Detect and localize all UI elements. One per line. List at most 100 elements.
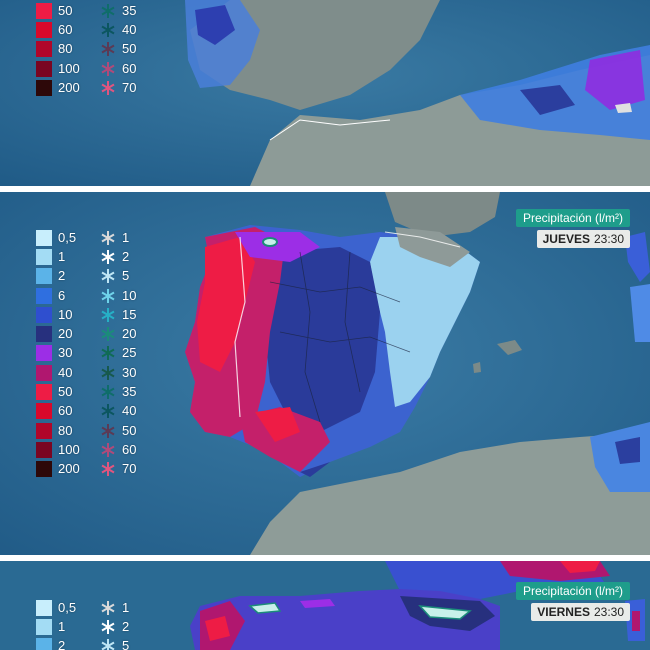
legend-row: 50 (100, 40, 136, 59)
forecast-hour: 23:30 (593, 605, 624, 619)
legend-row: 40 (36, 363, 80, 382)
snowflake-icon (101, 327, 115, 342)
color-swatch (36, 384, 52, 401)
snow-label: 2 (122, 618, 130, 634)
precip-title: Precipitación (l/m²) (515, 209, 630, 227)
legend-row: 60 (36, 20, 80, 39)
precip-label: 50 (58, 384, 73, 400)
precip-label: 0,5 (58, 229, 77, 245)
forecast-time: VIERNES 23:30 (531, 603, 630, 621)
precip-legend-bot: 0,5 1 2 (36, 598, 76, 650)
snowflake-icon (101, 42, 115, 57)
color-swatch (36, 2, 52, 19)
legend-row: 100 (36, 440, 80, 459)
snowflake-icon (101, 269, 115, 284)
forecast-day: VIERNES (537, 605, 590, 619)
precip-label: 60 (58, 403, 73, 419)
color-swatch (36, 618, 52, 635)
snowflake-icon (101, 230, 115, 245)
legend-row: 40 (100, 20, 136, 39)
snow-label: 40 (122, 403, 137, 419)
precip-label: 100 (58, 60, 80, 76)
precip-label: 200 (58, 461, 80, 477)
snow-label: 15 (122, 306, 137, 322)
snowflake-icon (101, 80, 115, 95)
legend-row: 30 (100, 363, 136, 382)
precip-legend-top: 50 60 80 100 200 (36, 1, 80, 97)
snow-label: 35 (122, 2, 137, 18)
legend-row: 25 (100, 344, 136, 363)
color-swatch (36, 229, 52, 246)
snow-label: 70 (122, 79, 137, 95)
precip-label: 2 (58, 268, 66, 284)
snowflake-icon (101, 22, 115, 37)
color-swatch (36, 268, 52, 285)
legend-row: 10 (36, 305, 80, 324)
legend-row: 5 (100, 637, 129, 650)
snow-label: 60 (122, 441, 137, 457)
color-swatch (36, 599, 52, 616)
snowflake-icon (101, 307, 115, 322)
legend-row: 70 (100, 78, 136, 97)
legend-row: 5 (100, 267, 136, 286)
legend-row: 60 (100, 440, 136, 459)
precip-label: 6 (58, 287, 66, 303)
map-top (0, 0, 650, 186)
precip-label: 40 (58, 364, 73, 380)
color-swatch (36, 326, 52, 343)
legend-row: 200 (36, 78, 80, 97)
precip-label: 0,5 (58, 599, 77, 615)
color-swatch (36, 41, 52, 58)
snowflake-icon (101, 639, 115, 650)
legend-row: 6 (36, 286, 80, 305)
color-swatch (36, 287, 52, 304)
legend-row: 80 (36, 421, 80, 440)
snowflake-icon (101, 404, 115, 419)
snow-label: 50 (122, 41, 137, 57)
time-tag-mid: Precipitación (l/m²) JUEVES 23:30 (515, 209, 630, 248)
legend-row: 10 (100, 286, 136, 305)
precip-label: 60 (58, 21, 73, 37)
legend-row: 60 (100, 59, 136, 78)
forecast-day: JUEVES (542, 232, 590, 246)
legend-row: 1 (36, 247, 80, 266)
precip-label: 30 (58, 345, 73, 361)
precip-label: 10 (58, 306, 73, 322)
color-swatch (36, 248, 52, 265)
snowflake-icon (101, 619, 115, 634)
snow-label: 1 (122, 599, 130, 615)
color-swatch (36, 638, 52, 650)
snowflake-icon (101, 346, 115, 361)
snow-label: 40 (122, 21, 137, 37)
snow-label: 60 (122, 60, 137, 76)
precip-legend-mid: 0,5 1 2 6 10 20 30 40 50 60 80 100 200 (36, 228, 80, 479)
land-africa-mid (250, 432, 650, 555)
color-swatch (36, 364, 52, 381)
color-swatch (36, 306, 52, 323)
snow-label: 5 (122, 638, 130, 650)
legend-row: 1 (100, 228, 136, 247)
precip-title: Precipitación (l/m²) (515, 582, 630, 600)
precip-label: 80 (58, 41, 73, 57)
snow-legend-mid: 1 2 5 10 15 20 25 30 35 40 50 60 70 (100, 228, 136, 479)
legend-row: 1 (36, 617, 76, 636)
legend-row: 40 (100, 402, 136, 421)
snow-label: 70 (122, 461, 137, 477)
snowflake-icon (101, 423, 115, 438)
forecast-hour: 23:30 (593, 232, 624, 246)
legend-row: 2 (100, 247, 136, 266)
legend-row: 35 (100, 382, 136, 401)
legend-row: 50 (36, 1, 80, 20)
snow-legend-bot: 1 2 5 (100, 598, 129, 650)
legend-row: 15 (100, 305, 136, 324)
legend-row: 50 (36, 382, 80, 401)
color-swatch (36, 403, 52, 420)
snowflake-icon (101, 288, 115, 303)
color-swatch (36, 60, 52, 77)
snow-label: 50 (122, 422, 137, 438)
legend-row: 2 (36, 267, 80, 286)
map-panel-mid: 0,5 1 2 6 10 20 30 40 50 60 80 100 200 1… (0, 192, 650, 555)
panel-divider (0, 555, 650, 561)
legend-row: 0,5 (36, 228, 80, 247)
precip-label: 80 (58, 422, 73, 438)
